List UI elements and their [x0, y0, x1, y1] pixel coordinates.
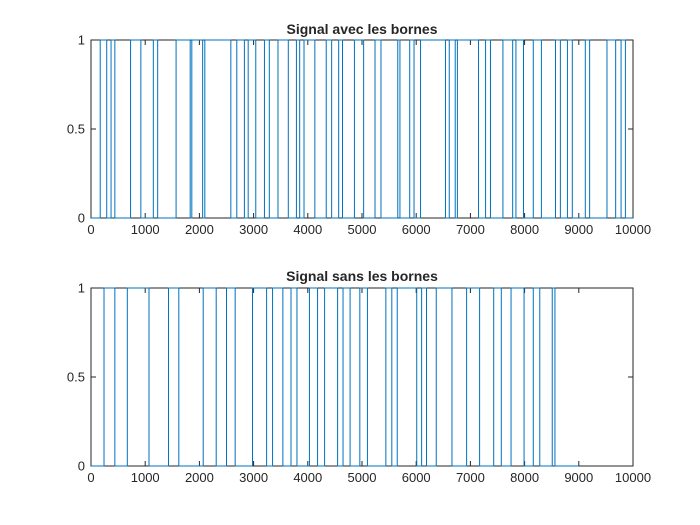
- chart-title: Signal sans les bornes: [286, 268, 438, 284]
- x-tick-label: 4000: [293, 222, 322, 237]
- x-tick-label: 1000: [131, 470, 160, 485]
- x-tick-label: 2000: [185, 222, 214, 237]
- x-tick-label: 5000: [348, 222, 377, 237]
- signal-series-line: [91, 39, 633, 219]
- plot-area: [91, 287, 579, 467]
- x-tick-label: 7000: [456, 470, 485, 485]
- x-tick-label: 8000: [510, 222, 539, 237]
- x-tick-label: 4000: [293, 470, 322, 485]
- tick-layer: 0 1000 2000 3000 4000 5000 6000 7000 8000 9000 100…: [67, 33, 651, 238]
- tick-layer: 0 1000 2000 3000 4000 5000 6000 7000 8000 9000 100…: [67, 281, 651, 486]
- x-tick-label: 10000: [615, 470, 651, 485]
- chart-signal-sans-bornes: Signal sans les bornes 0 1000 2000 3000 4000…: [67, 268, 651, 485]
- axes-box: [90, 287, 634, 467]
- x-tick-label: 8000: [510, 470, 539, 485]
- x-tick-label: 0: [87, 470, 94, 485]
- y-tick-label: 1: [78, 33, 85, 48]
- axes-box: [90, 39, 634, 219]
- chart-title: Signal avec les bornes: [287, 21, 438, 37]
- x-tick-label: 3000: [239, 470, 268, 485]
- signal-series-line: [91, 287, 579, 467]
- x-tick-label: 1000: [131, 222, 160, 237]
- plot-area: [91, 39, 633, 219]
- x-tick-label: 6000: [402, 470, 431, 485]
- x-tick-label: 5000: [348, 470, 377, 485]
- x-tick-label: 10000: [615, 222, 651, 237]
- x-tick-label: 9000: [564, 470, 593, 485]
- x-tick-label: 9000: [564, 222, 593, 237]
- x-tick-label: 0: [87, 222, 94, 237]
- x-tick-label: 2000: [185, 470, 214, 485]
- y-tick-label: 0.5: [67, 122, 85, 137]
- y-tick-label: 0: [78, 459, 85, 474]
- x-tick-label: 7000: [456, 222, 485, 237]
- y-tick-label: 0.5: [67, 370, 85, 385]
- y-tick-label: 1: [78, 281, 85, 296]
- x-tick-label: 6000: [402, 222, 431, 237]
- y-tick-label: 0: [78, 211, 85, 226]
- chart-signal-avec-bornes: Signal avec les bornes 0 1000 2000 3000 4000…: [67, 21, 651, 237]
- x-tick-label: 3000: [239, 222, 268, 237]
